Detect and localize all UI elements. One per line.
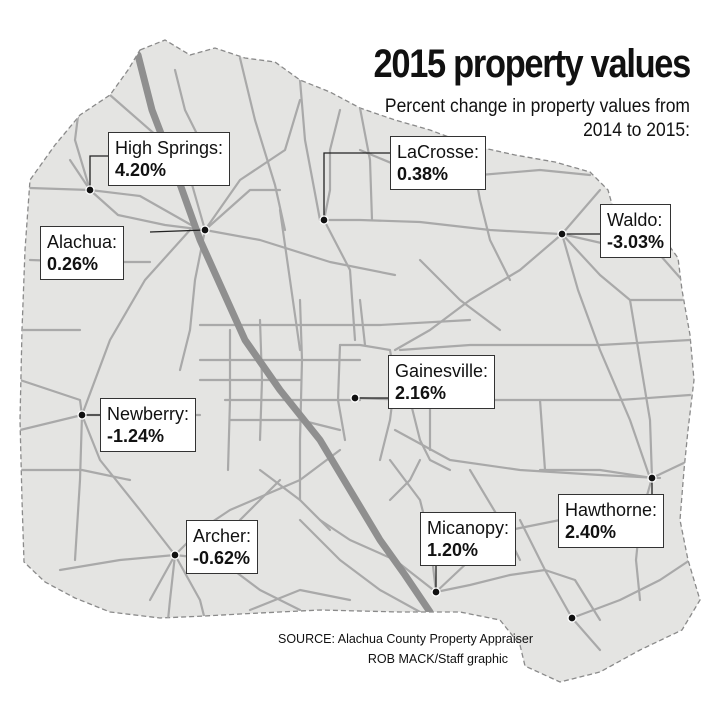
- city-percent-change: 4.20%: [115, 160, 167, 180]
- leader-lacrosse: [323, 152, 390, 220]
- source-line: SOURCE: Alachua County Property Appraise…: [278, 632, 533, 646]
- city-percent-change: 2.40%: [565, 522, 617, 542]
- city-percent-change: 1.20%: [427, 540, 479, 560]
- city-name: Alachua:: [47, 232, 118, 252]
- city-dot-high-springs: [85, 185, 95, 195]
- city-name: Waldo:: [607, 210, 663, 230]
- road-network: [20, 56, 692, 652]
- city-percent-change: -3.03%: [607, 232, 665, 252]
- city-dot-alachua: [200, 225, 210, 235]
- city-dot-newberry: [77, 410, 87, 420]
- city-name: Newberry:: [107, 404, 190, 424]
- leader-alachua: [149, 229, 206, 233]
- city-label-micanopy: Micanopy: 1.20%: [420, 512, 517, 566]
- city-label-newberry: Newberry: -1.24%: [100, 398, 197, 452]
- town-dot-unlabeled: [567, 613, 577, 623]
- city-percent-change: -0.62%: [193, 548, 251, 568]
- city-dot-micanopy: [431, 587, 441, 597]
- city-dot-hawthorne: [647, 473, 657, 483]
- city-percent-change: 2.16%: [395, 383, 447, 403]
- city-name: High Springs:: [115, 138, 224, 158]
- city-label-alachua: Alachua: 0.26%: [40, 226, 125, 280]
- city-dot-gainesville: [350, 393, 360, 403]
- city-percent-change: -1.24%: [107, 426, 165, 446]
- city-label-lacrosse: LaCrosse: 0.38%: [390, 136, 487, 190]
- city-percent-change: 0.26%: [47, 254, 99, 274]
- city-label-hawthorne: Hawthorne: 2.40%: [558, 494, 665, 548]
- city-label-waldo: Waldo: -3.03%: [600, 204, 672, 258]
- map-subtitle: Percent change in property values from 2…: [384, 96, 690, 141]
- city-dot-archer: [170, 550, 180, 560]
- city-name: LaCrosse:: [397, 142, 480, 162]
- source-credit: SOURCE: Alachua County Property Appraise…: [278, 629, 533, 669]
- city-percent-change: 0.38%: [397, 164, 449, 184]
- city-dots: [77, 185, 657, 623]
- city-dot-lacrosse: [319, 215, 329, 225]
- city-label-archer: Archer: -0.62%: [186, 520, 259, 574]
- city-name: Hawthorne:: [565, 500, 658, 520]
- city-dot-waldo: [557, 229, 567, 239]
- city-name: Micanopy:: [427, 518, 510, 538]
- credit-line: ROB MACK/Staff graphic: [367, 652, 508, 666]
- leader-high-springs: [89, 155, 108, 190]
- map-title: 2015 property values: [373, 42, 692, 86]
- city-name: Gainesville:: [395, 361, 489, 381]
- city-label-high-springs: High Springs: 4.20%: [108, 132, 231, 186]
- city-name: Archer:: [193, 526, 252, 546]
- city-label-gainesville: Gainesville: 2.16%: [388, 355, 496, 409]
